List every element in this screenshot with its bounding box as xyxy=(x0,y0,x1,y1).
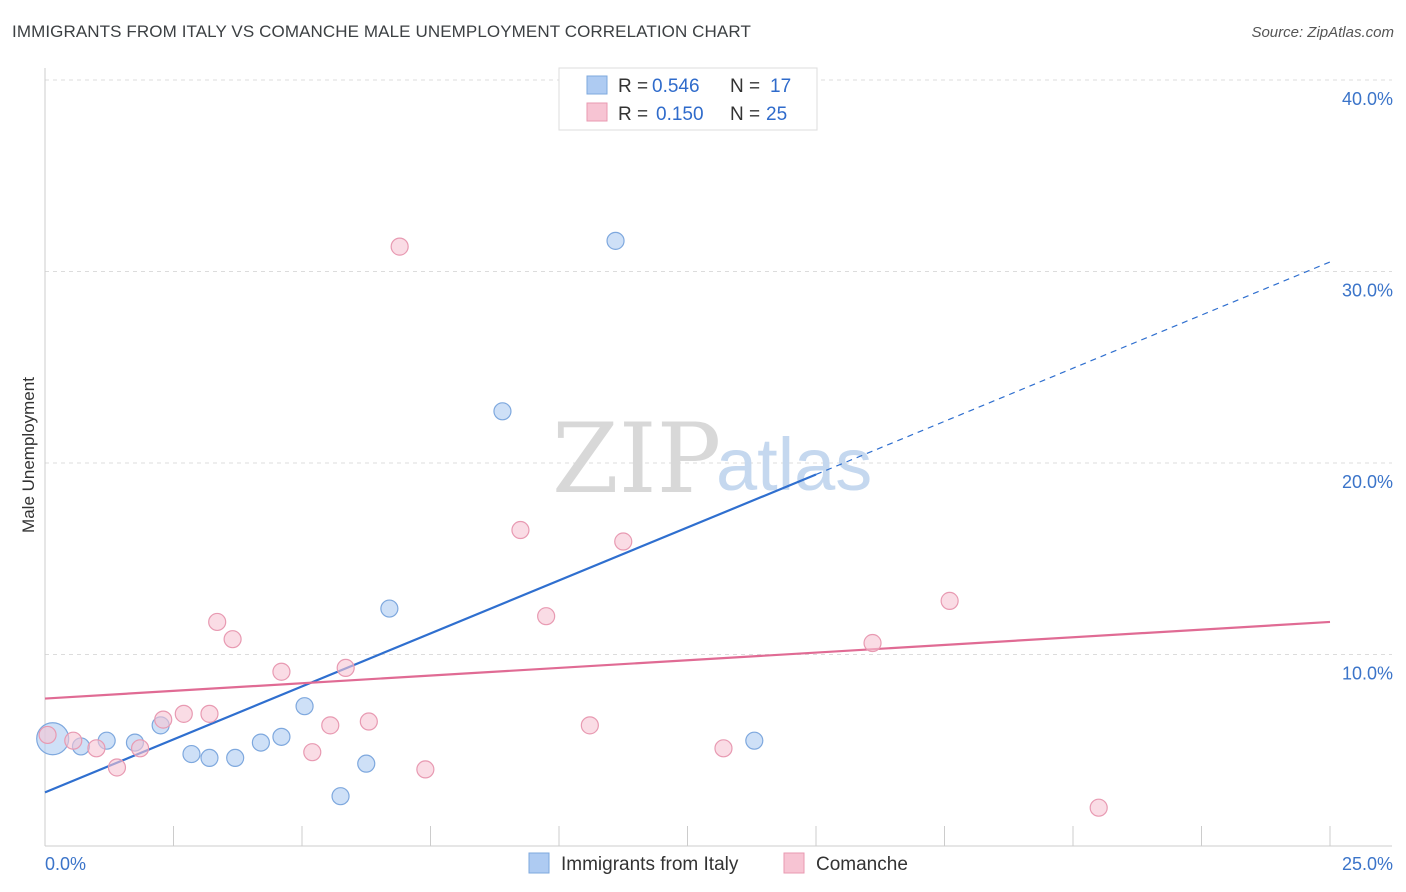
italy-point-16 xyxy=(745,731,764,750)
italy-point-11 xyxy=(331,787,350,806)
comanche-point-15 xyxy=(390,237,409,256)
comanche-point-0 xyxy=(38,725,57,745)
comanche-point-3 xyxy=(107,758,127,777)
comanche-point-9 xyxy=(223,630,242,649)
legend-n-label-italy: N = xyxy=(730,76,760,97)
comanche-point-22 xyxy=(863,633,882,653)
comanche-point-17 xyxy=(511,520,530,540)
chart-title: IMMIGRANTS FROM ITALY VS COMANCHE MALE U… xyxy=(12,22,751,41)
watermark: ZIP atlas xyxy=(552,403,872,515)
legend-r-value-italy: 0.546 xyxy=(652,76,700,97)
x-tick-label-1: 25.0% xyxy=(1342,854,1393,874)
axes xyxy=(44,68,1392,847)
series-legend: Immigrants from Italy Comanche xyxy=(528,852,908,875)
comanche-point-14 xyxy=(359,712,378,731)
comanche-point-4 xyxy=(130,739,150,758)
trend-lines xyxy=(44,261,1331,794)
comanche-point-23 xyxy=(940,591,959,610)
italy-point-7 xyxy=(226,748,245,768)
comanche-point-24 xyxy=(1089,798,1108,817)
y-tick-label-2: 30.0% xyxy=(1342,281,1393,301)
comanche-point-1 xyxy=(64,731,83,750)
x-tick-label-0: 0.0% xyxy=(45,854,86,874)
trend-line-extension-0 xyxy=(815,261,1331,476)
comanche-point-7 xyxy=(200,704,219,723)
source-credit: Source: ZipAtlas.com xyxy=(1251,24,1394,41)
legend-r-value-comanche: 0.150 xyxy=(656,104,704,125)
trend-line-0 xyxy=(44,473,817,794)
italy-point-12 xyxy=(357,754,376,773)
y-tick-label-3: 40.0% xyxy=(1342,89,1393,109)
legend-n-value-italy: 17 xyxy=(770,76,791,97)
legend-n-value-comanche: 25 xyxy=(766,104,787,125)
comanche-point-12 xyxy=(321,716,340,735)
italy-point-8 xyxy=(251,733,270,752)
italy-point-10 xyxy=(295,697,314,716)
italy-point-9 xyxy=(272,727,291,746)
tick-labels: 10.0% 20.0% 30.0% 40.0% 0.0% 25.0% xyxy=(45,89,1393,874)
bottom-legend-label-italy: Immigrants from Italy xyxy=(561,854,739,875)
comanche-point-5 xyxy=(154,710,173,729)
watermark-atlas: atlas xyxy=(716,423,872,506)
correlation-legend: R = 0.546 N = 17 R = 0.150 N = 25 xyxy=(558,67,818,131)
watermark-zip: ZIP xyxy=(552,403,721,515)
legend-r-label-italy: R = xyxy=(618,76,648,97)
y-tick-label-1: 20.0% xyxy=(1342,472,1393,492)
bottom-legend-swatch-comanche xyxy=(783,852,805,874)
y-tick-label-0: 10.0% xyxy=(1342,664,1393,684)
y-axis-label: Male Unemployment xyxy=(19,377,38,533)
comanche-point-8 xyxy=(208,612,227,632)
bottom-legend-label-comanche: Comanche xyxy=(816,854,908,875)
comanche-point-10 xyxy=(272,662,291,681)
comanche-point-21 xyxy=(714,739,733,758)
comanche-point-2 xyxy=(87,739,106,758)
trend-line-1 xyxy=(44,620,1331,700)
bottom-legend-swatch-italy xyxy=(528,852,550,874)
data-points xyxy=(36,231,1108,817)
comanche-point-20 xyxy=(614,532,633,551)
legend-swatch-comanche xyxy=(586,102,608,122)
comanche-point-18 xyxy=(537,607,556,626)
legend-r-label-comanche: R = xyxy=(618,104,648,125)
italy-point-6 xyxy=(200,748,219,768)
gridlines xyxy=(45,79,1392,655)
comanche-point-6 xyxy=(174,704,193,723)
comanche-point-13 xyxy=(336,658,355,678)
comanche-point-11 xyxy=(303,743,322,762)
italy-point-13 xyxy=(380,599,399,618)
italy-point-14 xyxy=(493,402,512,421)
comanche-point-16 xyxy=(416,760,435,779)
italy-point-15 xyxy=(606,231,625,250)
italy-point-5 xyxy=(182,744,201,764)
legend-n-label-comanche: N = xyxy=(730,104,760,125)
legend-swatch-italy xyxy=(586,75,608,95)
comanche-point-19 xyxy=(580,716,599,735)
